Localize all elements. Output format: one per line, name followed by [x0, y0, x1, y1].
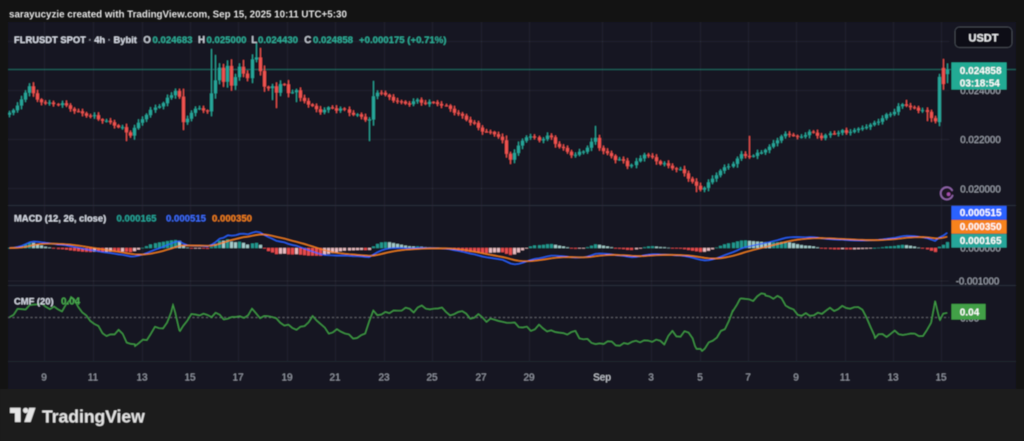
svg-text:03:18:54: 03:18:54 — [960, 79, 1000, 90]
svg-text:0.000350: 0.000350 — [960, 222, 1002, 233]
svg-text:Sep: Sep — [593, 373, 611, 384]
svg-text:O: O — [143, 35, 151, 46]
svg-text:0.000000: 0.000000 — [960, 244, 1001, 255]
svg-text:CMF (20): CMF (20) — [14, 296, 54, 307]
svg-text:9: 9 — [793, 373, 799, 384]
svg-text:21: 21 — [329, 373, 341, 384]
svg-text:0.000515: 0.000515 — [960, 208, 1002, 219]
svg-text:11: 11 — [88, 373, 99, 384]
svg-text:MACD (12, 26, close): MACD (12, 26, close) — [14, 213, 106, 224]
svg-text:0.024858: 0.024858 — [960, 66, 1002, 77]
svg-text:0.025000: 0.025000 — [207, 35, 247, 46]
svg-text:USDT: USDT — [969, 33, 999, 45]
svg-text:3: 3 — [648, 373, 654, 384]
svg-text:0.000165: 0.000165 — [117, 214, 158, 225]
svg-text:15: 15 — [935, 373, 947, 384]
svg-text:13: 13 — [887, 373, 899, 384]
svg-text:13: 13 — [136, 373, 148, 384]
svg-text:15: 15 — [184, 373, 196, 384]
svg-text:-0.001000: -0.001000 — [956, 277, 1000, 288]
svg-text:5: 5 — [697, 373, 703, 384]
svg-text:C: C — [304, 35, 311, 46]
svg-text:7: 7 — [745, 373, 751, 384]
svg-text:0.024430: 0.024430 — [258, 35, 298, 46]
svg-text:sarayucyzie created with Tradi: sarayucyzie created with TradingView.com… — [9, 10, 347, 21]
svg-text:FLRUSDT SPOT · 4h · Bybit: FLRUSDT SPOT · 4h · Bybit — [14, 34, 137, 45]
svg-text:0.022000: 0.022000 — [960, 135, 1001, 146]
svg-text:0.04: 0.04 — [960, 308, 980, 319]
svg-text:0.020000: 0.020000 — [960, 185, 1001, 196]
svg-text:+0.000175 (+0.71%): +0.000175 (+0.71%) — [359, 35, 446, 46]
svg-text:0.000515: 0.000515 — [166, 214, 207, 225]
svg-text:0.000350: 0.000350 — [212, 214, 252, 225]
svg-text:0.024000: 0.024000 — [960, 86, 1001, 97]
svg-text:11: 11 — [840, 373, 851, 384]
svg-text:0.024858: 0.024858 — [313, 35, 354, 46]
svg-text:27: 27 — [475, 373, 487, 384]
svg-text:L: L — [251, 35, 257, 46]
svg-text:9: 9 — [41, 373, 47, 384]
svg-text:19: 19 — [281, 373, 293, 384]
svg-text:0.024683: 0.024683 — [153, 35, 193, 46]
svg-text:23: 23 — [378, 373, 390, 384]
svg-text:0.000165: 0.000165 — [960, 236, 1002, 247]
svg-text:TradingView: TradingView — [42, 407, 145, 427]
svg-text:17: 17 — [232, 373, 244, 384]
svg-text:25: 25 — [426, 373, 438, 384]
svg-text:H: H — [198, 35, 205, 46]
svg-text:29: 29 — [523, 373, 535, 384]
svg-text:0.04: 0.04 — [61, 297, 81, 308]
